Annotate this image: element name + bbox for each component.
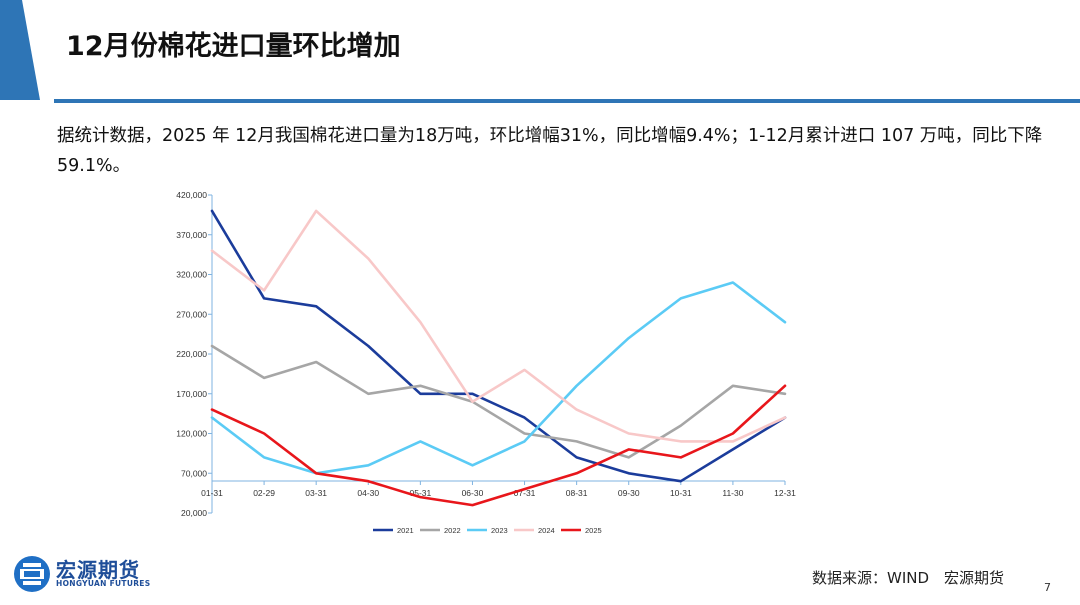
series-line-2023 (210, 281, 787, 475)
x-tick-label: 02-29 (253, 488, 275, 498)
x-tick-label: 09-30 (618, 488, 640, 498)
x-tick-label: 04-30 (357, 488, 379, 498)
page-number: 7 (1044, 581, 1051, 594)
x-axis: 01-31 02-29 03-31 04-30 05-31 06-30 07-31 08-31… (201, 480, 796, 498)
page-title: 12月份棉花进口量环比增加 (66, 31, 401, 62)
x-tick-label: 06-30 (462, 488, 484, 498)
x-tick-label: 07-31 (514, 488, 536, 498)
x-tick-label: 12-31 (774, 488, 796, 498)
y-tick-label: 270,000 (176, 309, 207, 319)
title-accent-shape (0, 0, 40, 100)
series-line-2025 (210, 384, 787, 507)
logo-name-en: HONGYUAN FUTURES (56, 579, 151, 588)
legend-label-2022: 2022 (444, 526, 461, 535)
series-line-2022 (210, 344, 787, 459)
legend-label-2023: 2023 (491, 526, 508, 535)
y-tick-label: 170,000 (176, 389, 207, 399)
x-tick-label: 10-31 (670, 488, 692, 498)
logo-emblem-icon (14, 556, 50, 592)
y-tick-label: 370,000 (176, 230, 207, 240)
legend: 2021 2022 2023 2024 2025 (373, 526, 602, 535)
series-line-2021 (210, 209, 787, 483)
company-logo: 宏源期货 HONGYUAN FUTURES (12, 552, 152, 596)
legend-label-2025: 2025 (585, 526, 602, 535)
legend-label-2021: 2021 (397, 526, 414, 535)
legend-label-2024: 2024 (538, 526, 555, 535)
data-source: 数据来源：WIND 宏源期货 (812, 569, 1005, 587)
x-tick-label: 11-30 (722, 488, 743, 498)
y-tick-label: 20,000 (181, 508, 207, 518)
y-tick-label: 120,000 (176, 429, 207, 439)
y-tick-label: 420,000 (176, 190, 207, 200)
x-tick-label: 03-31 (305, 488, 327, 498)
description-text: 据统计数据，2025 年 12月我国棉花进口量为18万吨，环比增幅31%，同比增… (57, 126, 1043, 176)
y-tick-label: 320,000 (176, 270, 207, 280)
x-tick-label: 08-31 (566, 488, 588, 498)
logo-name-cn: 宏源期货 (56, 558, 140, 582)
y-tick-label: 220,000 (176, 349, 207, 359)
title-rule (54, 99, 1080, 103)
series-lines (210, 209, 787, 507)
x-tick-label: 01-31 (201, 488, 223, 498)
x-tick-label: 05-31 (409, 488, 431, 498)
y-tick-label: 70,000 (181, 468, 207, 478)
y-axis: 20,000 70,000 120,000 170,000 220,000 270,000… (176, 190, 213, 518)
series-line-2024 (210, 209, 787, 443)
